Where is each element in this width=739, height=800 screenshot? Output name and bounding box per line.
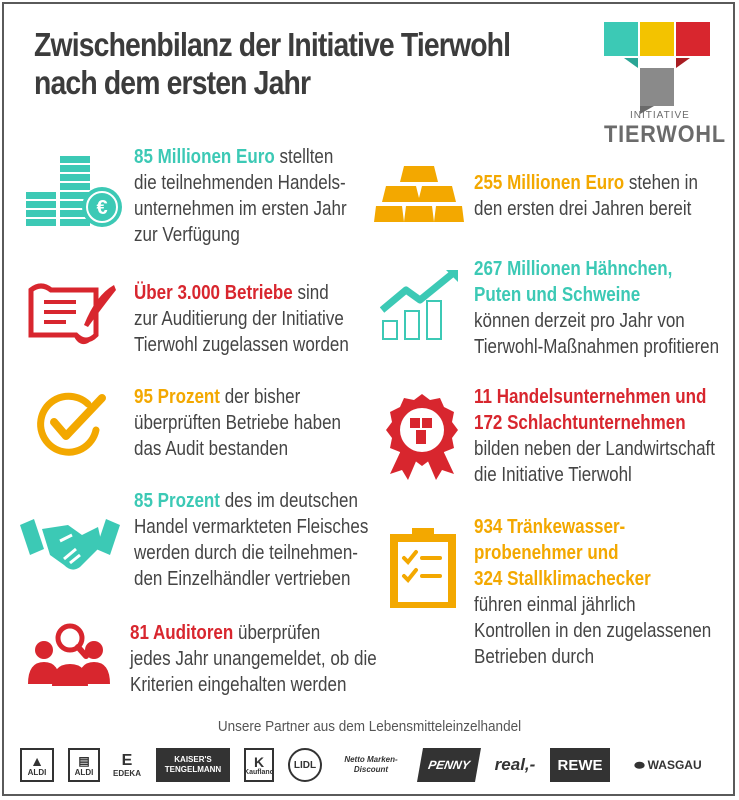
stat-highlight: 85 Prozent bbox=[134, 490, 220, 512]
real-logo: real,- bbox=[494, 755, 536, 774]
title-line-2: nach dem ersten Jahr bbox=[34, 64, 311, 101]
stat-unternehmen: 11 Handelsunternehmen und 172 Schlachtun… bbox=[474, 384, 715, 488]
stat-81-auditoren: 81 Auditoren überprüfen jedes Jahr unang… bbox=[130, 620, 377, 698]
stat-highlight: 172 Schlachtunternehmen bbox=[474, 412, 686, 434]
tierwohl-logo bbox=[604, 22, 714, 152]
wasgau-logo: ⬬ WASGAU bbox=[634, 757, 702, 773]
stat-highlight: 324 Stallklimachecker bbox=[474, 568, 651, 590]
stat-text: der bisher bbox=[219, 386, 301, 408]
title-line-1: Zwischenbilanz der Initiative Tierwohl bbox=[34, 26, 511, 63]
checklist-clipboard-icon bbox=[390, 528, 456, 608]
stat-text: stellten bbox=[274, 146, 334, 168]
stat-highlight: 81 Auditoren bbox=[130, 622, 234, 644]
auditors-magnifier-icon bbox=[28, 623, 110, 686]
stat-text: Betrieben durch bbox=[474, 646, 595, 668]
netto-logo: Netto Marken-Discount bbox=[344, 755, 398, 774]
kaisers-tengelmann-logo: KAISER'S TENGELMANN bbox=[156, 748, 230, 782]
stat-text: Tierwohl zugelassen worden bbox=[134, 334, 349, 356]
growth-chart-icon bbox=[380, 270, 458, 340]
stat-text: zur Verfügung bbox=[134, 224, 240, 246]
partner-logos: ▲ ALDI ▤ ALDI E EDEKA KAISER'S TENGELMANN K… bbox=[20, 748, 720, 788]
stat-text: die Initiative Tierwohl bbox=[474, 464, 632, 486]
aldi-sued-logo: ▤ ALDI bbox=[68, 748, 100, 782]
award-badge-icon bbox=[386, 394, 458, 480]
certificate-quill-icon bbox=[28, 283, 116, 345]
stat-text: den ersten drei Jahren bereit bbox=[474, 198, 692, 220]
stat-text: den Einzelhändler vertrieben bbox=[134, 568, 351, 590]
stat-text: Handel vermarkteten Fleisches bbox=[134, 516, 369, 538]
stat-text: unternehmen im ersten Jahr bbox=[134, 198, 347, 220]
stat-highlight: 85 Millionen Euro bbox=[134, 146, 275, 168]
stat-3000-betriebe: Über 3.000 Betriebe sind zur Auditierung… bbox=[134, 280, 349, 358]
stat-text: führen einmal jährlich bbox=[474, 594, 636, 616]
logo-initiative-text: INITIATIVE bbox=[630, 110, 690, 121]
stat-text: zur Auditierung der Initiative bbox=[134, 308, 344, 330]
stat-highlight: 95 Prozent bbox=[134, 386, 220, 408]
aldi-nord-logo: ▲ ALDI bbox=[20, 748, 54, 782]
stat-text: werden durch die teilnehmen- bbox=[134, 542, 358, 564]
svg-text:€: € bbox=[96, 197, 107, 219]
logo-tierwohl-text: TIERWOHL bbox=[604, 121, 726, 148]
stat-text: überprüften Betriebe haben bbox=[134, 412, 341, 434]
stat-highlight: 934 Tränkewasser- bbox=[474, 516, 626, 538]
lidl-logo: LIDL bbox=[288, 748, 322, 782]
stat-267-mio-tiere: 267 Millionen Hähnchen, Puten und Schwei… bbox=[474, 256, 719, 360]
partners-label: Unsere Partner aus dem Lebensmitteleinze… bbox=[217, 718, 522, 735]
stat-text: Kriterien eingehalten werden bbox=[130, 674, 347, 696]
rewe-logo: REWE bbox=[550, 748, 610, 782]
stat-text: sind bbox=[292, 282, 329, 304]
stat-text: überprüfen bbox=[233, 622, 321, 644]
stat-text: des im deutschen bbox=[219, 490, 358, 512]
page-title: Zwischenbilanz der Initiative Tierwohl n… bbox=[34, 26, 511, 102]
stat-highlight: 11 Handelsunternehmen und bbox=[474, 386, 707, 408]
edeka-logo: E EDEKA bbox=[112, 751, 141, 778]
stat-highlight: Über 3.000 Betriebe bbox=[134, 282, 293, 304]
stat-highlight: 267 Millionen Hähnchen, bbox=[474, 258, 673, 280]
gold-bars-icon bbox=[374, 166, 464, 222]
penny-logo: PENNY bbox=[417, 748, 481, 782]
stat-text: stehen in bbox=[624, 172, 698, 194]
checkmark-circle-icon bbox=[37, 392, 106, 456]
stat-text: Tierwohl-Maßnahmen profitieren bbox=[474, 336, 720, 358]
stat-text: bilden neben der Landwirtschaft bbox=[474, 438, 716, 460]
stat-text: können derzeit pro Jahr von bbox=[474, 310, 685, 332]
handshake-icon bbox=[20, 519, 120, 570]
stat-probenehmer: 934 Tränkewasser- probenehmer und 324 St… bbox=[474, 514, 711, 670]
stat-text: das Audit bestanden bbox=[134, 438, 289, 460]
stat-highlight: probenehmer und bbox=[474, 542, 619, 564]
stat-85-mio-euro: 85 Millionen Euro stellten die teilnehme… bbox=[134, 144, 347, 248]
euro-coins-icon: € bbox=[26, 156, 122, 227]
stat-95-prozent: 95 Prozent der bisher überprüften Betrie… bbox=[134, 384, 341, 462]
stat-255-mio-euro: 255 Millionen Euro stehen in den ersten … bbox=[474, 170, 698, 222]
stat-highlight: 255 Millionen Euro bbox=[474, 172, 625, 194]
stat-85-prozent: 85 Prozent des im deutschen Handel verma… bbox=[134, 488, 368, 592]
kaufland-logo: K Kaufland bbox=[244, 748, 274, 782]
stat-text: die teilnehmenden Handels- bbox=[134, 172, 346, 194]
stat-text: jedes Jahr unangemeldet, ob die bbox=[130, 648, 377, 670]
stat-highlight: Puten und Schweine bbox=[474, 284, 641, 306]
stat-text: Kontrollen in den zugelassenen bbox=[474, 620, 712, 642]
